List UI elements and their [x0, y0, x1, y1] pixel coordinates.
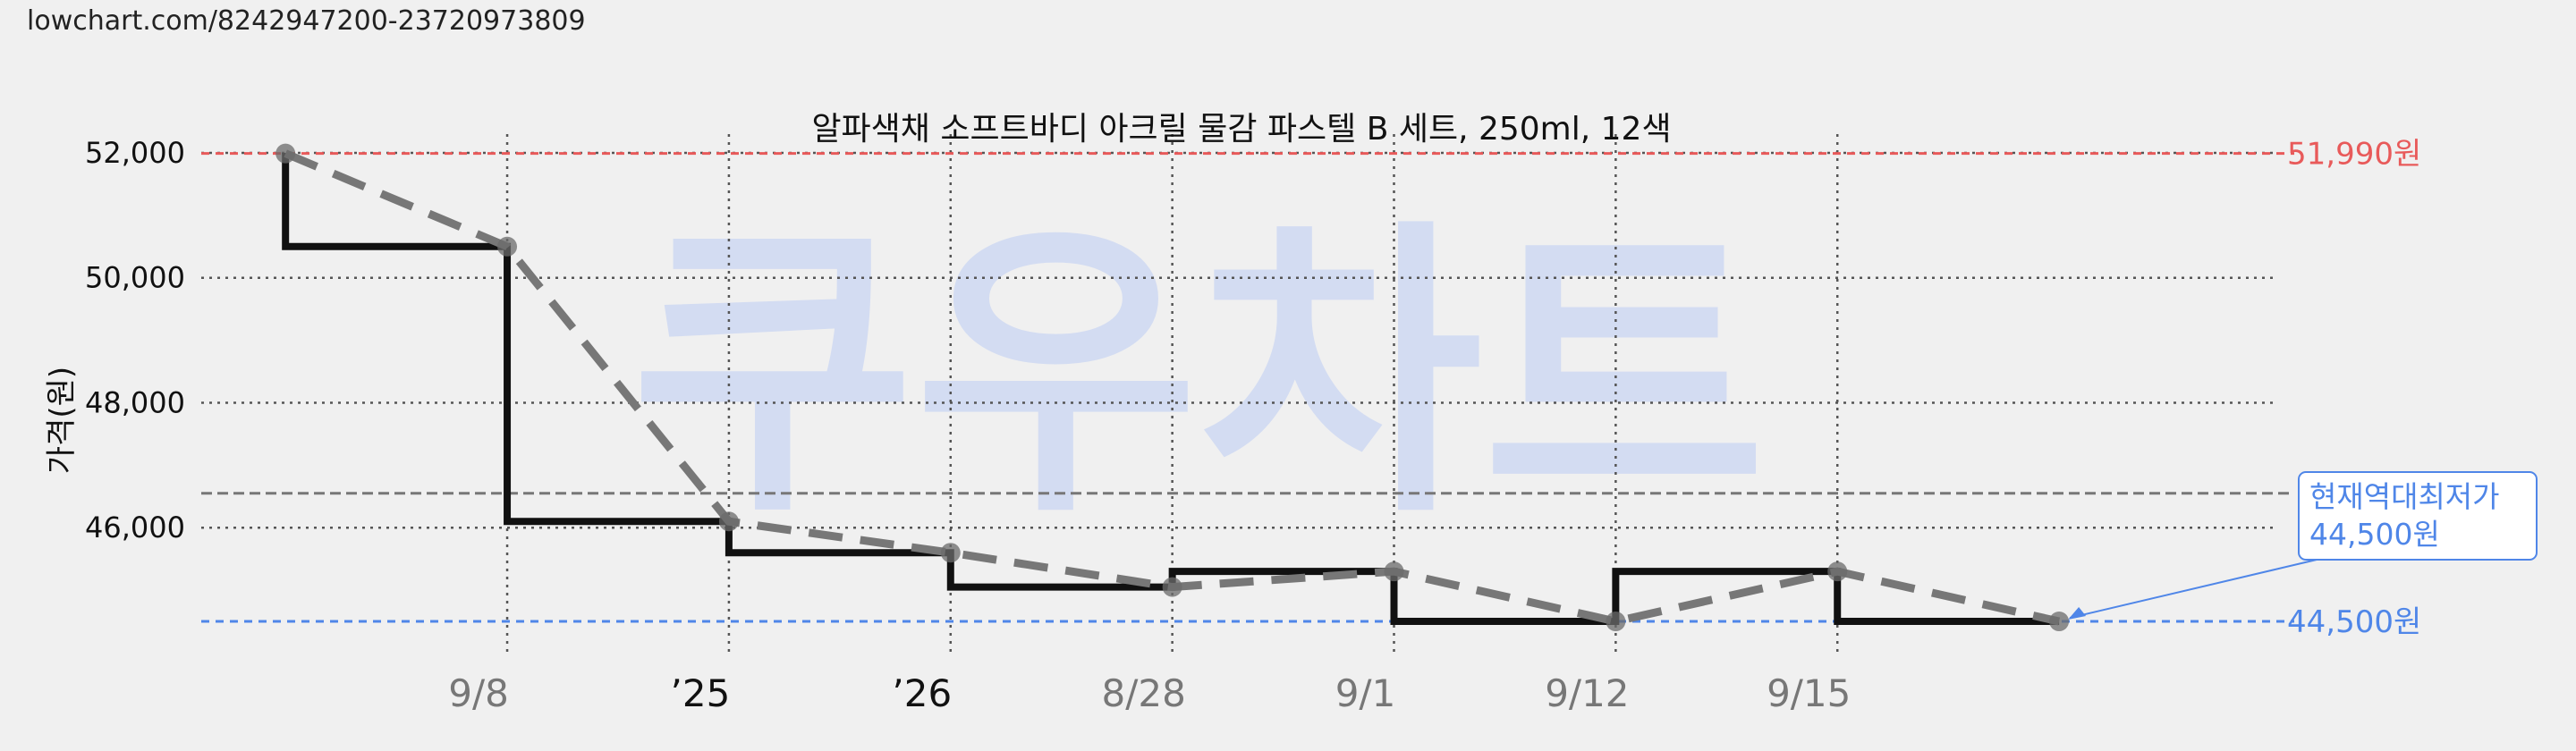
price-point — [1384, 561, 1404, 582]
reference-lines: 51,990원 44,500원 — [201, 137, 2421, 640]
price-point — [940, 543, 961, 563]
y-tick-label: 52,000 — [85, 136, 185, 170]
price-point — [1162, 577, 1182, 597]
price-point — [2049, 612, 2070, 632]
y-tick-label: 50,000 — [85, 261, 185, 295]
axes: 46,000 48,000 50,000 52,000 9/8 ’25 ’26 8/28 9/1… — [85, 136, 1851, 715]
y-tick-label: 46,000 — [85, 511, 185, 544]
price-point — [718, 511, 739, 532]
max-reference-label: 51,990원 — [2287, 137, 2421, 173]
series — [275, 143, 2070, 632]
annotation-text: 44,500원 — [2309, 517, 2440, 552]
x-tick-label: ’25 — [671, 671, 731, 715]
price-point — [1827, 561, 1848, 582]
x-tick-label: 9/12 — [1545, 671, 1629, 715]
y-tick-label: 48,000 — [85, 385, 185, 419]
x-tick-label: ’26 — [892, 671, 952, 715]
price-point — [275, 143, 296, 164]
annotation-box — [2298, 471, 2538, 561]
y-axis-label: 가격(원) — [44, 367, 80, 474]
x-tick-label: 8/28 — [1101, 671, 1185, 715]
x-tick-label: 9/8 — [448, 671, 509, 715]
price-point — [1606, 612, 1626, 632]
chart-title: 알파색채 소프트바디 아크릴 물감 파스텔 B 세트, 250ml, 12색 — [811, 111, 1671, 148]
annotation-arrow — [2069, 559, 2318, 620]
x-tick-label: 9/1 — [1335, 671, 1396, 715]
x-tick-label: 9/15 — [1767, 671, 1851, 715]
annotation-arrowhead — [2068, 607, 2087, 620]
watermark: 쿠우차트 — [631, 196, 1767, 554]
annotation-text: 현재역대최저가 — [2309, 479, 2500, 514]
page-url: lowchart.com/8242947200-23720973809 — [27, 5, 586, 37]
min-reference-label: 44,500원 — [2287, 604, 2421, 640]
price-point — [497, 236, 518, 257]
